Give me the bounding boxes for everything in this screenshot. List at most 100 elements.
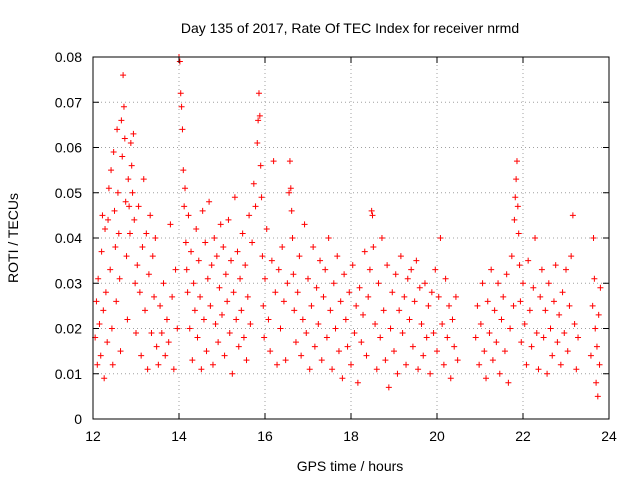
data-point: [397, 253, 404, 260]
data-point: [392, 271, 399, 278]
data-point: [308, 302, 315, 309]
data-point: [479, 280, 486, 287]
data-point: [130, 130, 137, 137]
data-point: [172, 266, 179, 273]
data-point: [444, 334, 451, 341]
data-point: [194, 334, 201, 341]
data-point: [561, 330, 568, 337]
data-point: [358, 339, 365, 346]
data-point: [94, 361, 101, 368]
data-point: [409, 343, 416, 350]
data-point: [496, 370, 503, 377]
data-point: [330, 280, 337, 287]
data-point: [382, 357, 389, 364]
data-point: [184, 289, 191, 296]
data-point: [139, 244, 146, 251]
data-point: [575, 334, 582, 341]
data-point: [183, 266, 190, 273]
data-point: [155, 361, 162, 368]
data-point: [472, 334, 479, 341]
data-point: [356, 284, 363, 291]
data-point: [413, 257, 420, 264]
data-point: [151, 293, 158, 300]
data-point: [477, 320, 484, 327]
data-point: [442, 275, 449, 282]
data-point: [112, 244, 119, 251]
data-point: [439, 320, 446, 327]
data-point: [434, 348, 440, 355]
data-point: [491, 307, 498, 314]
data-point: [597, 284, 604, 291]
data-point: [216, 284, 223, 291]
data-point: [99, 212, 106, 219]
data-point: [176, 58, 183, 65]
data-point: [144, 366, 151, 373]
data-point: [341, 271, 348, 278]
data-point: [104, 339, 111, 346]
data-point: [542, 307, 549, 314]
data-point: [258, 194, 265, 201]
data-point: [290, 271, 297, 278]
data-point: [368, 207, 375, 214]
data-point: [250, 180, 257, 187]
data-point: [147, 212, 154, 219]
data-point: [596, 361, 603, 368]
data-point: [301, 221, 308, 228]
data-point: [389, 289, 396, 296]
data-point: [138, 352, 145, 359]
data-point: [427, 370, 434, 377]
data-point: [495, 280, 502, 287]
data-point: [226, 330, 233, 337]
data-point: [179, 126, 186, 133]
data-point: [332, 325, 339, 332]
data-point: [363, 352, 370, 359]
data-point: [280, 298, 287, 305]
data-point: [526, 307, 533, 314]
data-point: [372, 320, 379, 327]
data-point: [416, 284, 423, 291]
data-point: [571, 320, 578, 327]
data-point: [320, 293, 327, 300]
data-point: [257, 162, 264, 169]
data-point: [520, 280, 526, 287]
data-point: [318, 357, 325, 364]
data-point: [380, 307, 387, 314]
data-point: [163, 316, 170, 323]
data-point: [198, 366, 205, 373]
data-point: [165, 339, 172, 346]
data-point: [573, 366, 580, 373]
data-point: [593, 379, 600, 386]
data-point: [119, 153, 126, 160]
data-point: [537, 293, 544, 300]
data-point: [353, 302, 360, 309]
data-point: [311, 343, 318, 350]
data-point: [97, 352, 104, 359]
data-point: [246, 212, 253, 219]
data-point: [418, 320, 425, 327]
data-point: [488, 266, 495, 273]
data-point: [145, 271, 152, 278]
data-point: [348, 361, 354, 368]
y-tick-label: 0.04: [55, 230, 82, 246]
data-point: [511, 216, 518, 223]
data-point: [365, 293, 372, 300]
data-point: [114, 189, 121, 196]
data-point: [322, 266, 329, 273]
data-point: [209, 361, 216, 368]
data-point: [160, 280, 167, 287]
data-point: [507, 325, 514, 332]
data-point: [134, 262, 141, 269]
data-point: [547, 325, 554, 332]
data-point: [327, 307, 334, 314]
data-point: [563, 266, 569, 273]
data-point: [254, 139, 261, 146]
data-point: [113, 298, 120, 305]
data-point: [185, 212, 192, 219]
data-point: [247, 320, 254, 327]
data-point: [396, 307, 403, 314]
data-point: [212, 320, 219, 327]
data-point: [128, 162, 135, 169]
data-point: [538, 266, 545, 273]
data-point: [385, 384, 392, 391]
